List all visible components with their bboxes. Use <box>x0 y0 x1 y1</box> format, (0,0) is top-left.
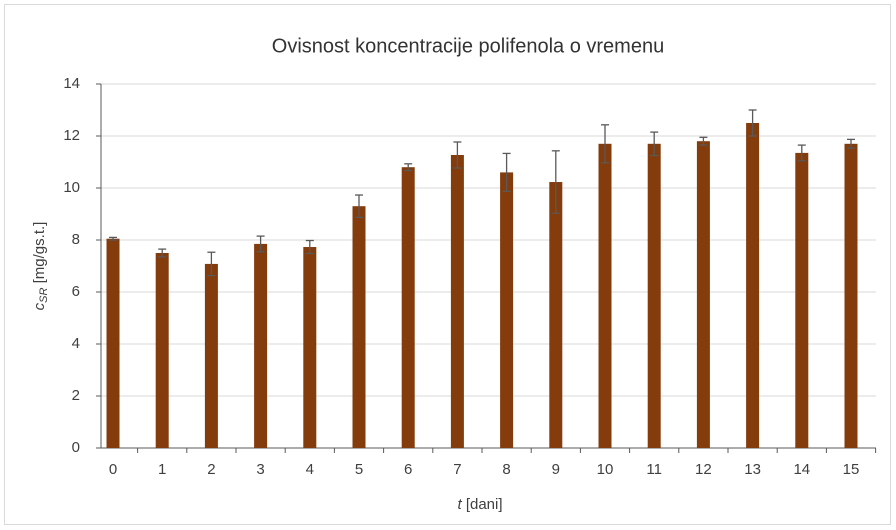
y-label-subscript: SR <box>38 287 50 302</box>
y-label-unit: [mg/gs.t.] <box>31 222 48 288</box>
x-tick-label: 13 <box>744 461 761 478</box>
x-tick-label: 5 <box>355 461 363 478</box>
error-bar <box>650 131 659 157</box>
bar <box>450 154 464 449</box>
bar <box>696 141 710 448</box>
bar <box>598 143 612 449</box>
error-bar <box>453 141 462 169</box>
chart-title: Ovisnost koncentracije polifenola o vrem… <box>272 35 664 57</box>
error-bar <box>748 109 757 137</box>
error-bar <box>158 248 167 258</box>
y-label-symbol: c <box>31 302 48 310</box>
bar <box>795 152 809 448</box>
bar <box>549 182 563 448</box>
y-tick-label: 8 <box>72 231 80 248</box>
x-tick-label: 12 <box>695 461 712 478</box>
error-bar <box>355 194 363 219</box>
error-bar <box>551 150 560 214</box>
x-tick-label: 7 <box>453 461 461 478</box>
error-bar <box>699 136 708 146</box>
error-bar <box>305 239 314 255</box>
bar <box>746 123 760 448</box>
bar <box>155 253 169 448</box>
bar <box>204 263 218 448</box>
error-bar <box>601 124 609 164</box>
x-tick-label: 0 <box>109 461 117 478</box>
error-bar <box>797 144 806 162</box>
x-tick-label: 4 <box>306 461 314 478</box>
error-bar <box>109 236 117 241</box>
bar <box>254 243 268 448</box>
x-label-unit: [dani] <box>466 496 503 513</box>
x-tick-label: 15 <box>843 461 860 478</box>
x-tick-label: 9 <box>552 461 560 478</box>
chart-border <box>4 4 891 525</box>
y-tick-label: 10 <box>63 179 80 196</box>
x-tick-label: 14 <box>793 461 810 478</box>
x-tick-label: 8 <box>502 461 510 478</box>
bar <box>352 206 366 448</box>
bar <box>303 247 317 448</box>
x-tick-label: 11 <box>646 461 662 478</box>
error-bar <box>256 235 265 253</box>
x-tick-label: 1 <box>158 461 166 478</box>
x-tick-label: 10 <box>597 461 614 478</box>
y-tick-label: 6 <box>72 283 80 300</box>
bar <box>500 172 514 448</box>
error-bar <box>404 163 413 172</box>
y-axis-label: cSR [mg/gs.t.] <box>31 222 50 311</box>
y-tick-label: 12 <box>63 127 80 144</box>
y-tick-label: 2 <box>72 387 80 404</box>
bar <box>844 143 858 449</box>
y-tick-label: 4 <box>72 335 80 352</box>
bar <box>401 167 415 448</box>
error-bar <box>847 138 855 149</box>
x-label-symbol: t <box>457 496 462 513</box>
error-bar <box>502 152 511 193</box>
error-bar <box>207 251 216 277</box>
x-tick-label: 6 <box>404 461 412 478</box>
bar <box>106 238 120 448</box>
x-tick-label: 2 <box>207 461 215 478</box>
y-tick-label: 0 <box>72 439 80 456</box>
x-axis-label: t [dani] <box>457 496 502 513</box>
bar <box>647 143 661 449</box>
y-tick-label: 14 <box>63 75 80 92</box>
x-tick-label: 3 <box>256 461 264 478</box>
